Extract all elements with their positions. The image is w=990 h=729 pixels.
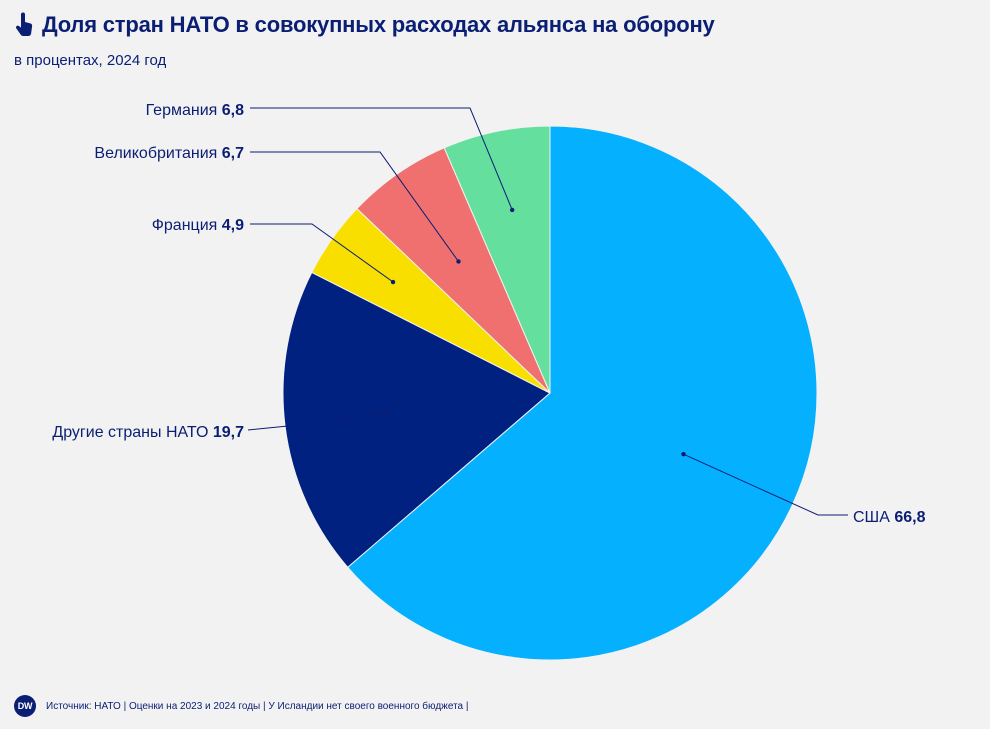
slice-label-value: 66,8: [894, 509, 925, 526]
slice-label-name: Великобритания: [94, 145, 221, 162]
chart-header: Доля стран НАТО в совокупных расходах ал…: [14, 12, 970, 69]
pointer-hand-icon: [16, 12, 33, 37]
title-row: Доля стран НАТО в совокупных расходах ал…: [14, 12, 970, 38]
slice-label-name: Франция: [152, 217, 222, 234]
slice-leader: [250, 107, 515, 213]
slice-label-value: 6,8: [222, 102, 244, 119]
slice-label-value: 19,7: [213, 424, 244, 441]
pie-slice: [443, 125, 551, 394]
slice-label: Германия 6,8: [146, 102, 245, 119]
dw-logo: DW: [14, 695, 36, 717]
chart-title: Доля стран НАТО в совокупных расходах ал…: [42, 12, 715, 37]
slice-leader: [250, 151, 461, 264]
source-note: Источник: НАТО | Оценки на 2023 и 2024 г…: [46, 700, 469, 712]
slice-label-name: Германия: [146, 102, 222, 119]
slice-label-name: Другие страны НАТО: [52, 424, 213, 441]
slice-label-value: 6,7: [222, 145, 244, 162]
slice-label: Другие страны НАТО 19,7: [52, 424, 244, 441]
slice-label: Франция 4,9: [152, 217, 244, 234]
pie-slice: [347, 125, 818, 661]
slice-leader: [250, 223, 396, 285]
slice-leader: [247, 410, 388, 431]
pie-slice: [282, 271, 551, 569]
slice-label-name: США: [853, 509, 894, 526]
slice-label-value: 4,9: [222, 217, 244, 234]
slice-leader: [681, 451, 848, 516]
footer: DW Источник: НАТО | Оценки на 2023 и 202…: [14, 695, 468, 717]
chart-subtitle: в процентах, 2024 год: [14, 52, 167, 69]
slice-label: Великобритания 6,7: [94, 145, 244, 162]
slice-label: США 66,8: [853, 509, 926, 526]
